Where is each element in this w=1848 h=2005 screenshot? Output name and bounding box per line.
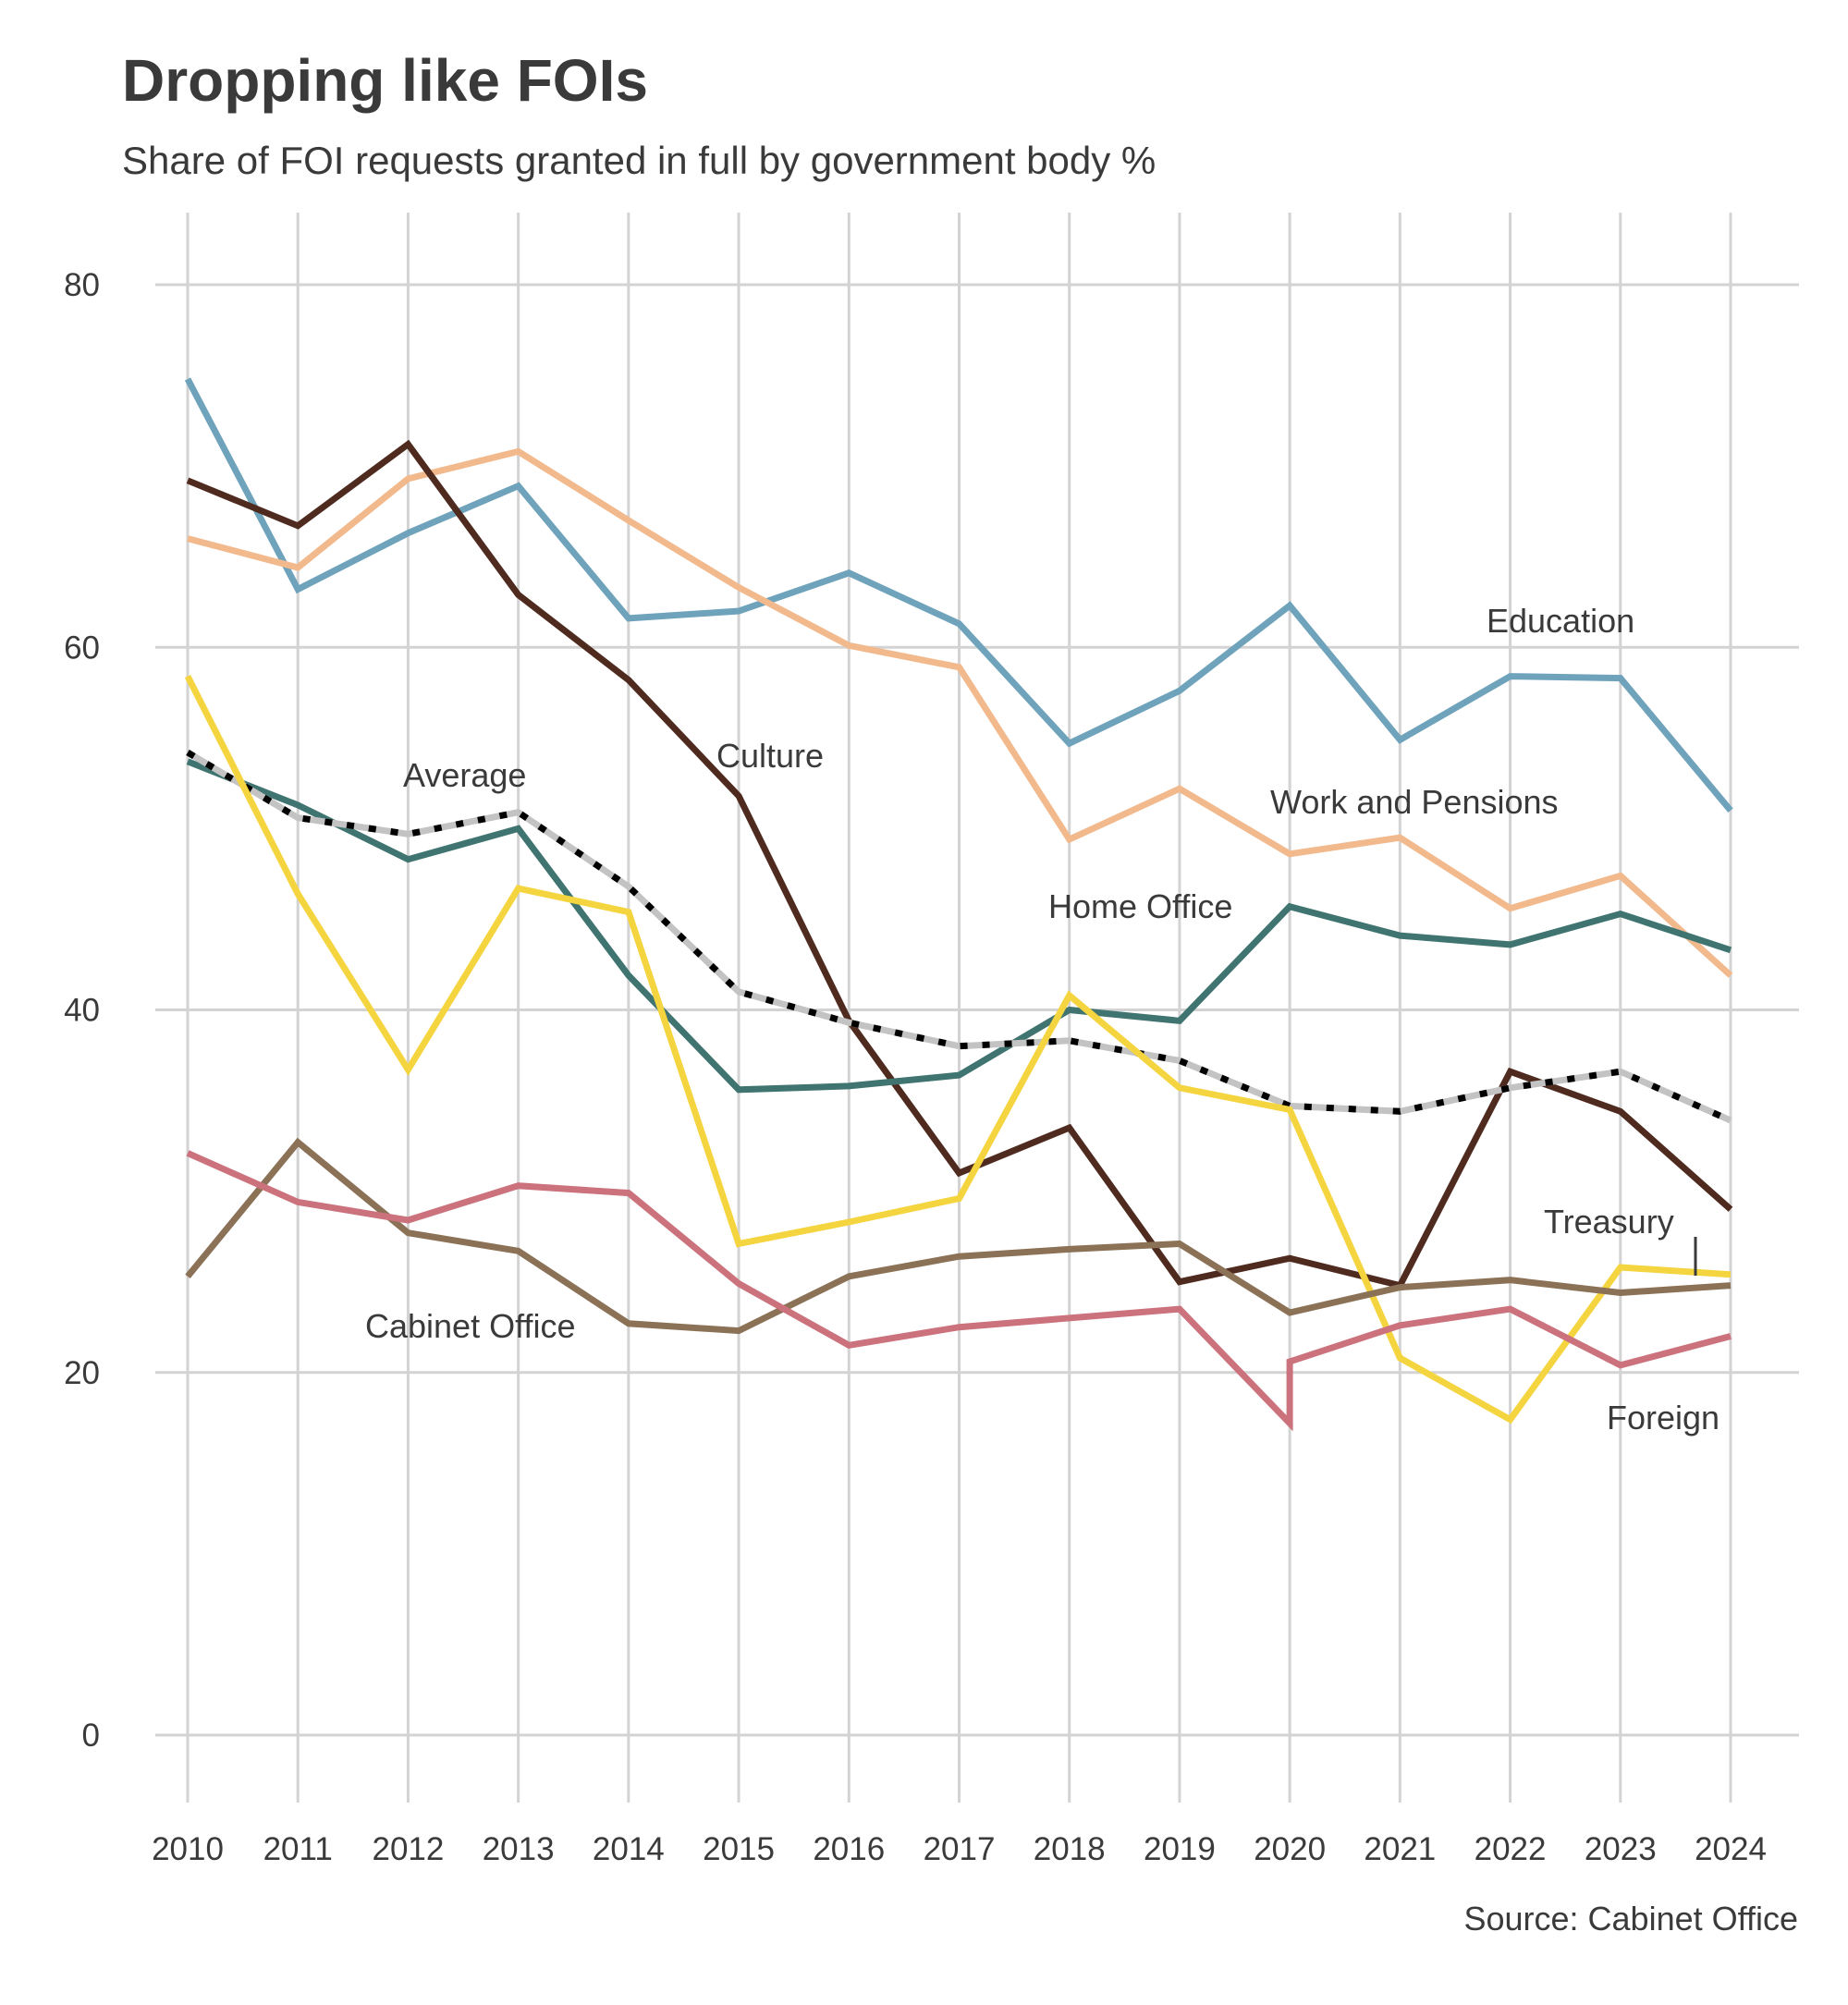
series-line-cabinet-office <box>185 1137 1732 1335</box>
label-foreign: Foreign <box>1607 1399 1719 1437</box>
series-labels: Education Work and Pensions Culture Home… <box>365 602 1719 1437</box>
series-line-education <box>184 377 1733 813</box>
series-line-average <box>186 749 1732 1124</box>
x-tick-label: 2010 <box>152 1831 224 1867</box>
x-tick-label: 2024 <box>1695 1831 1767 1867</box>
series-line-foreign <box>186 1150 1732 1432</box>
chart-title: Dropping like FOIs <box>122 47 648 114</box>
x-tick-label: 2014 <box>593 1831 665 1867</box>
label-cabinet-office: Cabinet Office <box>365 1307 575 1345</box>
y-tick-label: 0 <box>82 1718 100 1754</box>
grid: 0 20 40 60 80 2010 2011 2012 2013 2014 2015 2016 201… <box>64 213 1799 1867</box>
x-tick-label: 2011 <box>263 1831 333 1867</box>
label-average: Average <box>403 756 526 794</box>
x-tick-label: 2023 <box>1585 1831 1657 1867</box>
y-tick-label: 20 <box>64 1355 100 1391</box>
x-tick-label: 2012 <box>372 1831 444 1867</box>
series-line-home-office <box>186 758 1732 1094</box>
label-work-and-pensions: Work and Pensions <box>1270 783 1559 821</box>
x-tick-label: 2015 <box>703 1831 775 1867</box>
x-tick-label: 2022 <box>1475 1831 1547 1867</box>
x-tick-label: 2021 <box>1364 1831 1436 1867</box>
label-home-office: Home Office <box>1048 887 1232 925</box>
label-education: Education <box>1487 602 1634 640</box>
x-tick-label: 2018 <box>1034 1831 1106 1867</box>
series-line-treasury <box>184 675 1732 1424</box>
y-tick-label: 40 <box>64 993 100 1029</box>
x-tick-label: 2017 <box>924 1831 996 1867</box>
series-lines <box>184 377 1733 1432</box>
label-treasury: Treasury <box>1544 1203 1674 1241</box>
x-tick-label: 2013 <box>483 1831 555 1867</box>
chart-subtitle: Share of FOI requests granted in full by… <box>122 139 1157 182</box>
label-culture: Culture <box>716 737 824 775</box>
series-line-work-and-pensions <box>187 447 1733 978</box>
y-tick-label: 80 <box>64 267 100 303</box>
series-line-culture <box>186 439 1733 1290</box>
source-note: Source: Cabinet Office <box>1463 1900 1798 1938</box>
x-tick-label: 2016 <box>813 1831 885 1867</box>
y-tick-label: 60 <box>64 630 100 666</box>
x-tick-label: 2020 <box>1254 1831 1326 1867</box>
x-tick-label: 2019 <box>1144 1831 1216 1867</box>
